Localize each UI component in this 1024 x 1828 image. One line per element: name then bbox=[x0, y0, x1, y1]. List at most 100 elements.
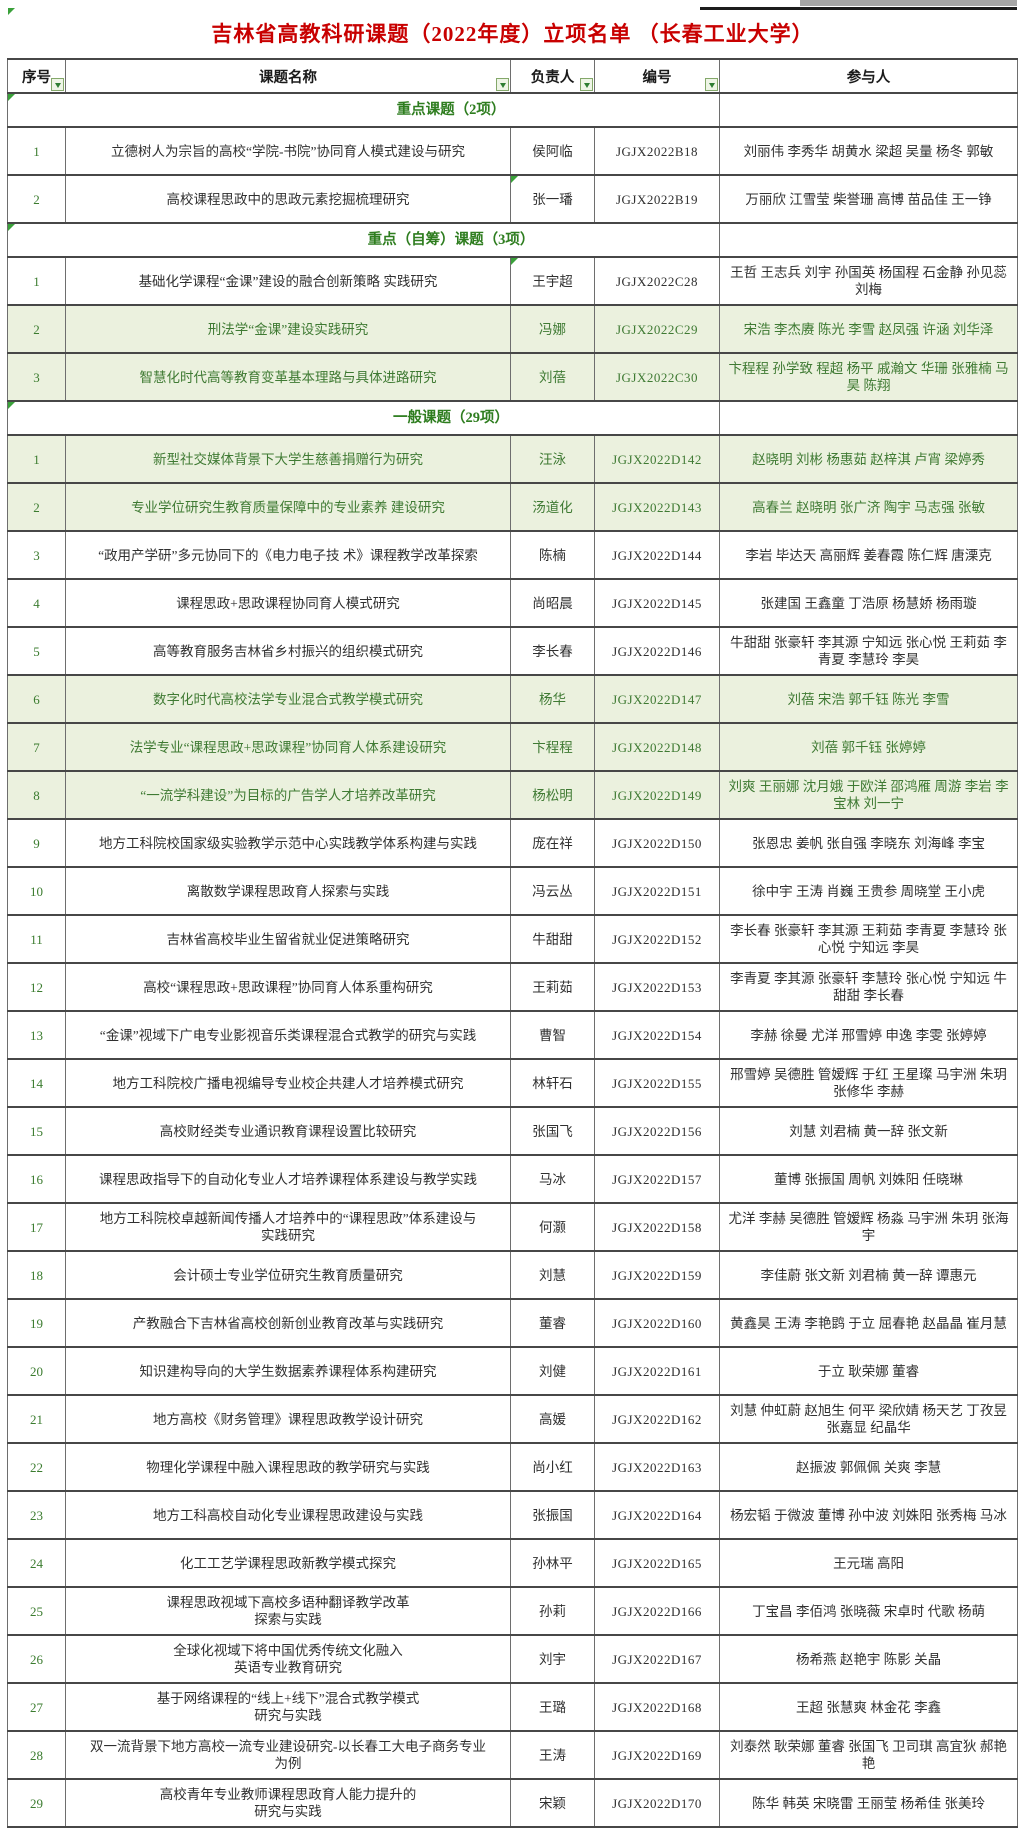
topic-cell[interactable]: 地方高校《财务管理》课程思政教学设计研究 bbox=[65, 1394, 511, 1444]
code-cell[interactable]: JGJX2022D153 bbox=[594, 962, 720, 1012]
row-index-cell[interactable]: 3 bbox=[7, 530, 66, 580]
topic-cell[interactable]: 产教融合下吉林省高校创新创业教育改革与实践研究 bbox=[65, 1298, 511, 1348]
code-cell[interactable]: JGJX2022D152 bbox=[594, 914, 720, 964]
leader-cell[interactable]: 曹智 bbox=[510, 1010, 595, 1060]
participants-cell[interactable]: 杨希燕 赵艳宇 陈影 关晶 bbox=[718, 1634, 1019, 1684]
topic-cell[interactable]: 课程思政+思政课程协同育人模式研究 bbox=[65, 578, 511, 628]
row-index-cell[interactable]: 11 bbox=[7, 914, 66, 964]
topic-cell[interactable]: 高校财经类专业通识教育课程设置比较研究 bbox=[65, 1106, 511, 1156]
row-index-cell[interactable]: 15 bbox=[7, 1106, 66, 1156]
row-index-cell[interactable]: 8 bbox=[7, 770, 66, 820]
column-header-no[interactable]: 序号 bbox=[7, 58, 66, 94]
topic-cell[interactable]: 全球化视域下将中国优秀传统文化融入 英语专业教育研究 bbox=[65, 1634, 511, 1684]
row-index-cell[interactable]: 10 bbox=[7, 866, 66, 916]
section-empty-cell[interactable] bbox=[718, 400, 1019, 436]
participants-cell[interactable]: 徐中宇 王涛 肖巍 王贵参 周晓堂 王小虎 bbox=[718, 866, 1019, 916]
section-empty-cell[interactable] bbox=[718, 92, 1019, 128]
code-cell[interactable]: JGJX2022D161 bbox=[594, 1346, 720, 1396]
code-cell[interactable]: JGJX2022D147 bbox=[594, 674, 720, 724]
participants-cell[interactable]: 黄鑫昊 王涛 李艳鹍 于立 屈春艳 赵晶晶 崔月慧 bbox=[718, 1298, 1019, 1348]
filter-button-no[interactable] bbox=[51, 78, 64, 91]
row-index-cell[interactable]: 1 bbox=[7, 126, 66, 176]
code-cell[interactable]: JGJX2022D156 bbox=[594, 1106, 720, 1156]
leader-cell[interactable]: 李长春 bbox=[510, 626, 595, 676]
topic-cell[interactable]: “政用产学研”多元协同下的《电力电子技 术》课程教学改革探索 bbox=[65, 530, 511, 580]
participants-cell[interactable]: 李佳蔚 张文新 刘君楠 黄一辞 谭惠元 bbox=[718, 1250, 1019, 1300]
leader-cell[interactable]: 林轩石 bbox=[510, 1058, 595, 1108]
code-cell[interactable]: JGJX2022D163 bbox=[594, 1442, 720, 1492]
topic-cell[interactable]: 课程思政指导下的自动化专业人才培养课程体系建设与教学实践 bbox=[65, 1154, 511, 1204]
leader-cell[interactable]: 张一璠 bbox=[510, 174, 595, 224]
row-index-cell[interactable]: 23 bbox=[7, 1490, 66, 1540]
topic-cell[interactable]: 地方工科院校广播电视编导专业校企共建人才培养模式研究 bbox=[65, 1058, 511, 1108]
topic-cell[interactable]: 地方工科院校国家级实验教学示范中心实践教学体系构建与实践 bbox=[65, 818, 511, 868]
leader-cell[interactable]: 冯娜 bbox=[510, 304, 595, 354]
leader-cell[interactable]: 张国飞 bbox=[510, 1106, 595, 1156]
topic-cell[interactable]: 物理化学课程中融入课程思政的教学研究与实践 bbox=[65, 1442, 511, 1492]
participants-cell[interactable]: 李长春 张豪轩 李其源 王莉茹 李青夏 李慧玲 张心悦 宁知远 李昊 bbox=[718, 914, 1019, 964]
topic-cell[interactable]: 吉林省高校毕业生留省就业促进策略研究 bbox=[65, 914, 511, 964]
participants-cell[interactable]: 刘慧 刘君楠 黄一辞 张文新 bbox=[718, 1106, 1019, 1156]
participants-cell[interactable]: 赵晓明 刘彬 杨惠茹 赵梓淇 卢宵 梁婷秀 bbox=[718, 434, 1019, 484]
code-cell[interactable]: JGJX2022D169 bbox=[594, 1730, 720, 1780]
leader-cell[interactable]: 孙林平 bbox=[510, 1538, 595, 1588]
participants-cell[interactable]: 刘蓓 宋浩 郭千钰 陈光 李雪 bbox=[718, 674, 1019, 724]
topic-cell[interactable]: 双一流背景下地方高校一流专业建设研究-以长春工大电子商务专业 为例 bbox=[65, 1730, 511, 1780]
code-cell[interactable]: JGJX2022D159 bbox=[594, 1250, 720, 1300]
topic-cell[interactable]: “金课”视域下广电专业影视音乐类课程混合式教学的研究与实践 bbox=[65, 1010, 511, 1060]
code-cell[interactable]: JGJX2022D164 bbox=[594, 1490, 720, 1540]
code-cell[interactable]: JGJX2022D168 bbox=[594, 1682, 720, 1732]
code-cell[interactable]: JGJX2022D148 bbox=[594, 722, 720, 772]
leader-cell[interactable]: 刘健 bbox=[510, 1346, 595, 1396]
participants-cell[interactable]: 高春兰 赵晓明 张广济 陶宇 马志强 张敏 bbox=[718, 482, 1019, 532]
leader-cell[interactable]: 宋颖 bbox=[510, 1778, 595, 1828]
topic-cell[interactable]: 基础化学课程“金课”建设的融合创新策略 实践研究 bbox=[65, 256, 511, 306]
column-header-code[interactable]: 编号 bbox=[594, 58, 720, 94]
code-cell[interactable]: JGJX2022D146 bbox=[594, 626, 720, 676]
code-cell[interactable]: JGJX2022C28 bbox=[594, 256, 720, 306]
topic-cell[interactable]: 化工工艺学课程思政新教学模式探究 bbox=[65, 1538, 511, 1588]
row-index-cell[interactable]: 14 bbox=[7, 1058, 66, 1108]
section-empty-cell[interactable] bbox=[718, 222, 1019, 258]
participants-cell[interactable]: 牛甜甜 张豪轩 李其源 宁知远 张心悦 王莉茹 李青夏 李慧玲 李昊 bbox=[718, 626, 1019, 676]
participants-cell[interactable]: 万丽欣 江雪莹 柴誉珊 高博 苗品佳 王一铮 bbox=[718, 174, 1019, 224]
column-header-topic[interactable]: 课题名称 bbox=[65, 58, 511, 94]
code-cell[interactable]: JGJX2022D144 bbox=[594, 530, 720, 580]
code-cell[interactable]: JGJX2022B19 bbox=[594, 174, 720, 224]
topic-cell[interactable]: 专业学位研究生教育质量保障中的专业素养 建设研究 bbox=[65, 482, 511, 532]
row-index-cell[interactable]: 3 bbox=[7, 352, 66, 402]
leader-cell[interactable]: 刘蓓 bbox=[510, 352, 595, 402]
code-cell[interactable]: JGJX2022B18 bbox=[594, 126, 720, 176]
row-index-cell[interactable]: 9 bbox=[7, 818, 66, 868]
code-cell[interactable]: JGJX2022C29 bbox=[594, 304, 720, 354]
leader-cell[interactable]: 冯云丛 bbox=[510, 866, 595, 916]
topic-cell[interactable]: 会计硕士专业学位研究生教育质量研究 bbox=[65, 1250, 511, 1300]
code-cell[interactable]: JGJX2022D150 bbox=[594, 818, 720, 868]
leader-cell[interactable]: 孙莉 bbox=[510, 1586, 595, 1636]
leader-cell[interactable]: 尚小红 bbox=[510, 1442, 595, 1492]
row-index-cell[interactable]: 1 bbox=[7, 434, 66, 484]
row-index-cell[interactable]: 17 bbox=[7, 1202, 66, 1252]
participants-cell[interactable]: 王超 张慧爽 林金花 李鑫 bbox=[718, 1682, 1019, 1732]
row-index-cell[interactable]: 27 bbox=[7, 1682, 66, 1732]
row-index-cell[interactable]: 26 bbox=[7, 1634, 66, 1684]
code-cell[interactable]: JGJX2022D154 bbox=[594, 1010, 720, 1060]
code-cell[interactable]: JGJX2022C30 bbox=[594, 352, 720, 402]
code-cell[interactable]: JGJX2022D160 bbox=[594, 1298, 720, 1348]
row-index-cell[interactable]: 20 bbox=[7, 1346, 66, 1396]
topic-cell[interactable]: 课程思政视域下高校多语种翻译教学改革 探索与实践 bbox=[65, 1586, 511, 1636]
column-header-leader[interactable]: 负责人 bbox=[510, 58, 595, 94]
topic-cell[interactable]: 高校青年专业教师课程思政育人能力提升的 研究与实践 bbox=[65, 1778, 511, 1828]
column-header-participants[interactable]: 参与人 bbox=[718, 58, 1019, 94]
topic-cell[interactable]: 高等教育服务吉林省乡村振兴的组织模式研究 bbox=[65, 626, 511, 676]
participants-cell[interactable]: 张恩忠 姜帆 张自强 李晓东 刘海峰 李宝 bbox=[718, 818, 1019, 868]
participants-cell[interactable]: 李青夏 李其源 张豪轩 李慧玲 张心悦 宁知远 牛甜甜 李长春 bbox=[718, 962, 1019, 1012]
filter-button-topic[interactable] bbox=[496, 78, 509, 91]
topic-cell[interactable]: 新型社交媒体背景下大学生慈善捐赠行为研究 bbox=[65, 434, 511, 484]
code-cell[interactable]: JGJX2022D149 bbox=[594, 770, 720, 820]
participants-cell[interactable]: 李岩 毕达天 高丽辉 姜春霞 陈仁辉 唐溧克 bbox=[718, 530, 1019, 580]
participants-cell[interactable]: 于立 耿荣娜 董睿 bbox=[718, 1346, 1019, 1396]
code-cell[interactable]: JGJX2022D143 bbox=[594, 482, 720, 532]
row-index-cell[interactable]: 25 bbox=[7, 1586, 66, 1636]
participants-cell[interactable]: 刘爽 王丽娜 沈月娥 于欧洋 邵鸿雁 周游 李岩 李宝林 刘一宁 bbox=[718, 770, 1019, 820]
